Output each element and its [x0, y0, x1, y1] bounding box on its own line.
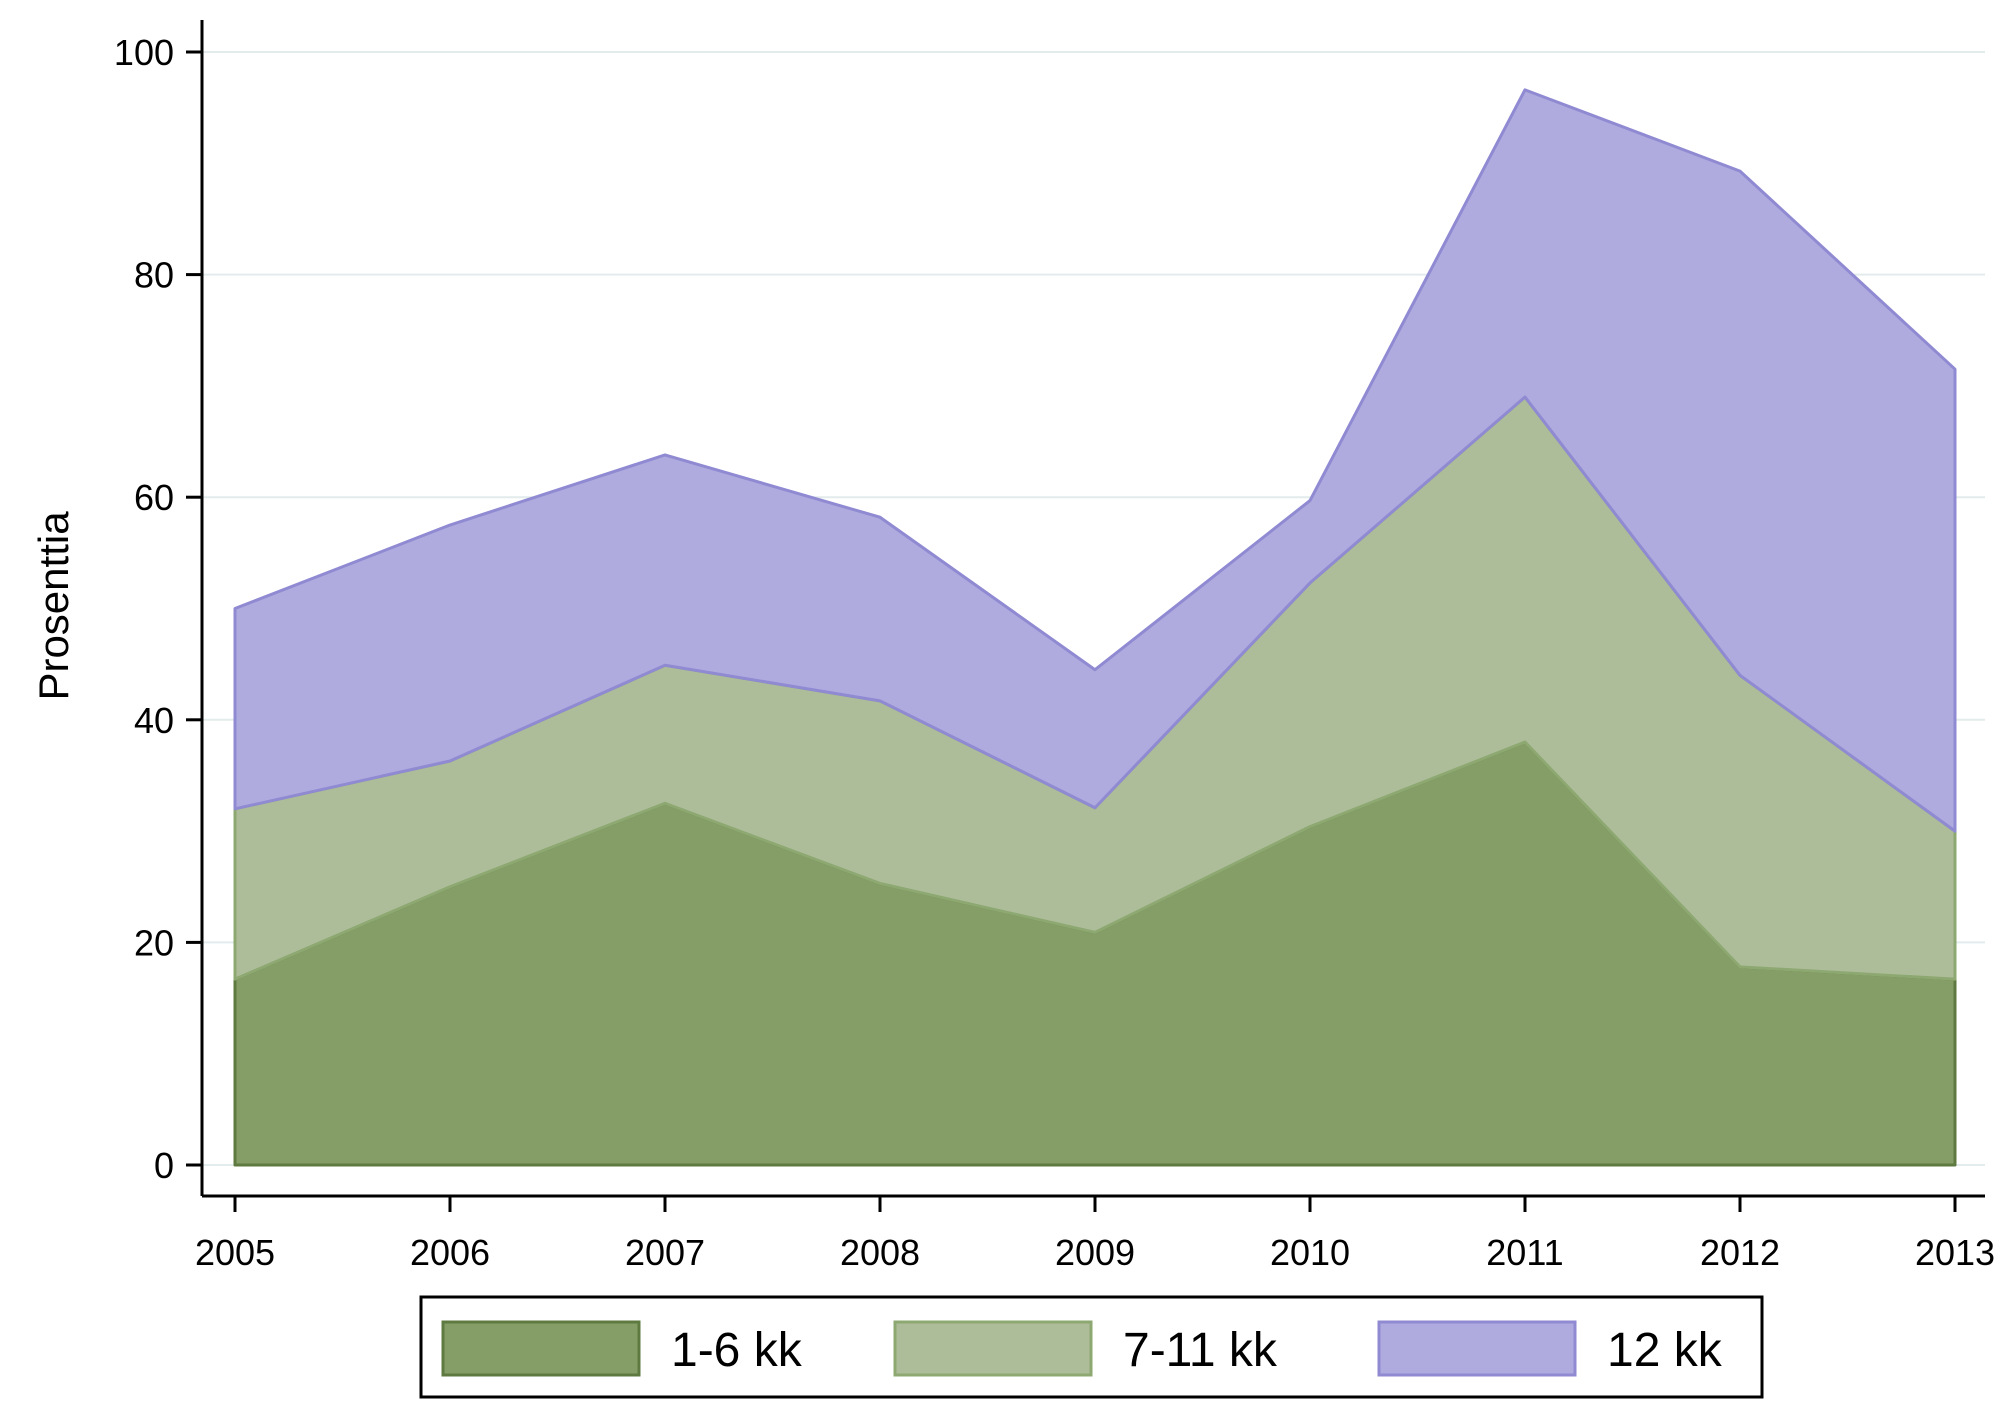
- legend-swatch-1: [441, 1320, 641, 1377]
- x-tick-label: 2007: [625, 1232, 705, 1273]
- x-tick-label: 2013: [1915, 1232, 1995, 1273]
- y-axis-title: Prosenttia: [30, 511, 77, 701]
- x-tick-label: 2012: [1700, 1232, 1780, 1273]
- y-tick-label: 100: [114, 32, 174, 73]
- x-tick-label: 2008: [840, 1232, 920, 1273]
- legend: 1-6 kk 7-11 kk 12 kk: [419, 1295, 1764, 1399]
- y-tick-label: 60: [134, 477, 174, 518]
- x-tick-label: 2005: [195, 1232, 275, 1273]
- x-tick-label: 2009: [1055, 1232, 1135, 1273]
- legend-swatch-2: [893, 1320, 1093, 1377]
- x-axis-ticks: 2005 2006 2007 2008 2009 2010 2011 2012 2013: [195, 1196, 1995, 1273]
- legend-swatch-3: [1377, 1320, 1577, 1377]
- y-tick-label: 0: [154, 1145, 174, 1186]
- legend-label-2: 7-11 kk: [1123, 1324, 1278, 1377]
- y-tick-label: 80: [134, 255, 174, 296]
- x-tick-label: 2011: [1486, 1232, 1563, 1273]
- y-axis-ticks: 0 20 40 60 80 100: [114, 32, 202, 1186]
- stacked-areas: [233, 88, 1957, 1167]
- y-tick-label: 40: [134, 700, 174, 741]
- area-series-3: [233, 88, 1957, 833]
- y-tick-label: 20: [134, 922, 174, 963]
- x-tick-label: 2006: [410, 1232, 490, 1273]
- x-tick-label: 2010: [1270, 1232, 1350, 1273]
- legend-label-1: 1-6 kk: [671, 1324, 803, 1377]
- legend-label-3: 12 kk: [1607, 1324, 1723, 1377]
